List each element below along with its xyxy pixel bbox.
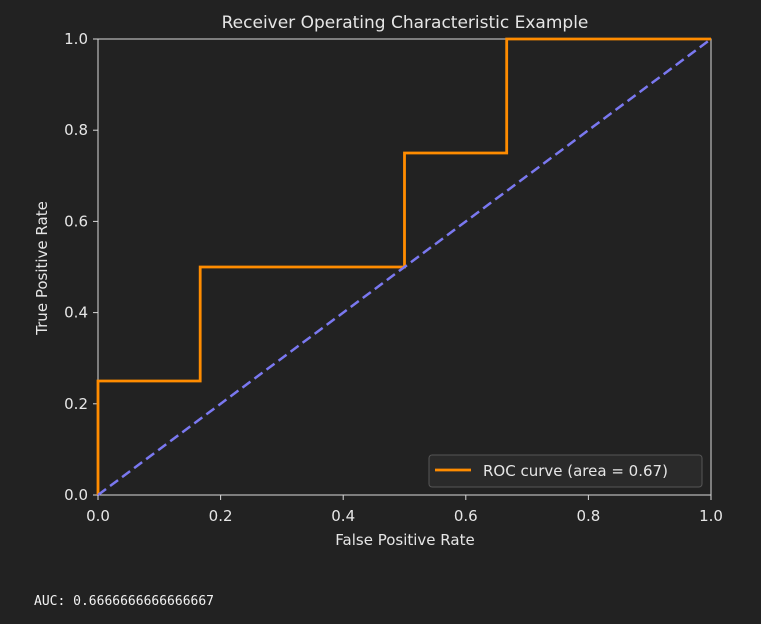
y-tick-label: 0.6 [64, 212, 88, 230]
series-layer [96, 37, 712, 497]
legend-label-roc-curve: ROC curve (area = 0.67) [483, 462, 668, 480]
y-tick-label: 0.4 [64, 304, 88, 322]
x-axis-label: False Positive Rate [335, 531, 474, 549]
auc-output: AUC: 0.6666666666666667 [34, 594, 215, 609]
y-tick-label: 0.0 [64, 486, 88, 504]
x-tick-label: 0.0 [86, 507, 110, 525]
x-tick-label: 1.0 [699, 507, 723, 525]
chart-title: Receiver Operating Characteristic Exampl… [222, 13, 589, 33]
x-tick-label: 0.6 [454, 507, 478, 525]
legend-box [428, 454, 703, 488]
y-tick-label: 0.2 [64, 395, 88, 413]
x-axis: 0.0 0.2 0.4 0.6 0.8 1.0 [86, 495, 723, 525]
diagonal-reference-line [97, 37, 712, 497]
y-axis-label: True Positive Rate [33, 201, 51, 336]
legend: ROC curve (area = 0.67) [428, 454, 703, 488]
y-tick-label: 1.0 [64, 30, 88, 48]
x-tick-label: 0.4 [331, 507, 355, 525]
y-axis: 0.0 0.2 0.4 0.6 0.8 1.0 [64, 30, 98, 504]
y-tick-label: 0.8 [64, 121, 88, 139]
plot-area [97, 38, 712, 496]
x-tick-label: 0.8 [576, 507, 600, 525]
x-tick-label: 0.2 [209, 507, 233, 525]
